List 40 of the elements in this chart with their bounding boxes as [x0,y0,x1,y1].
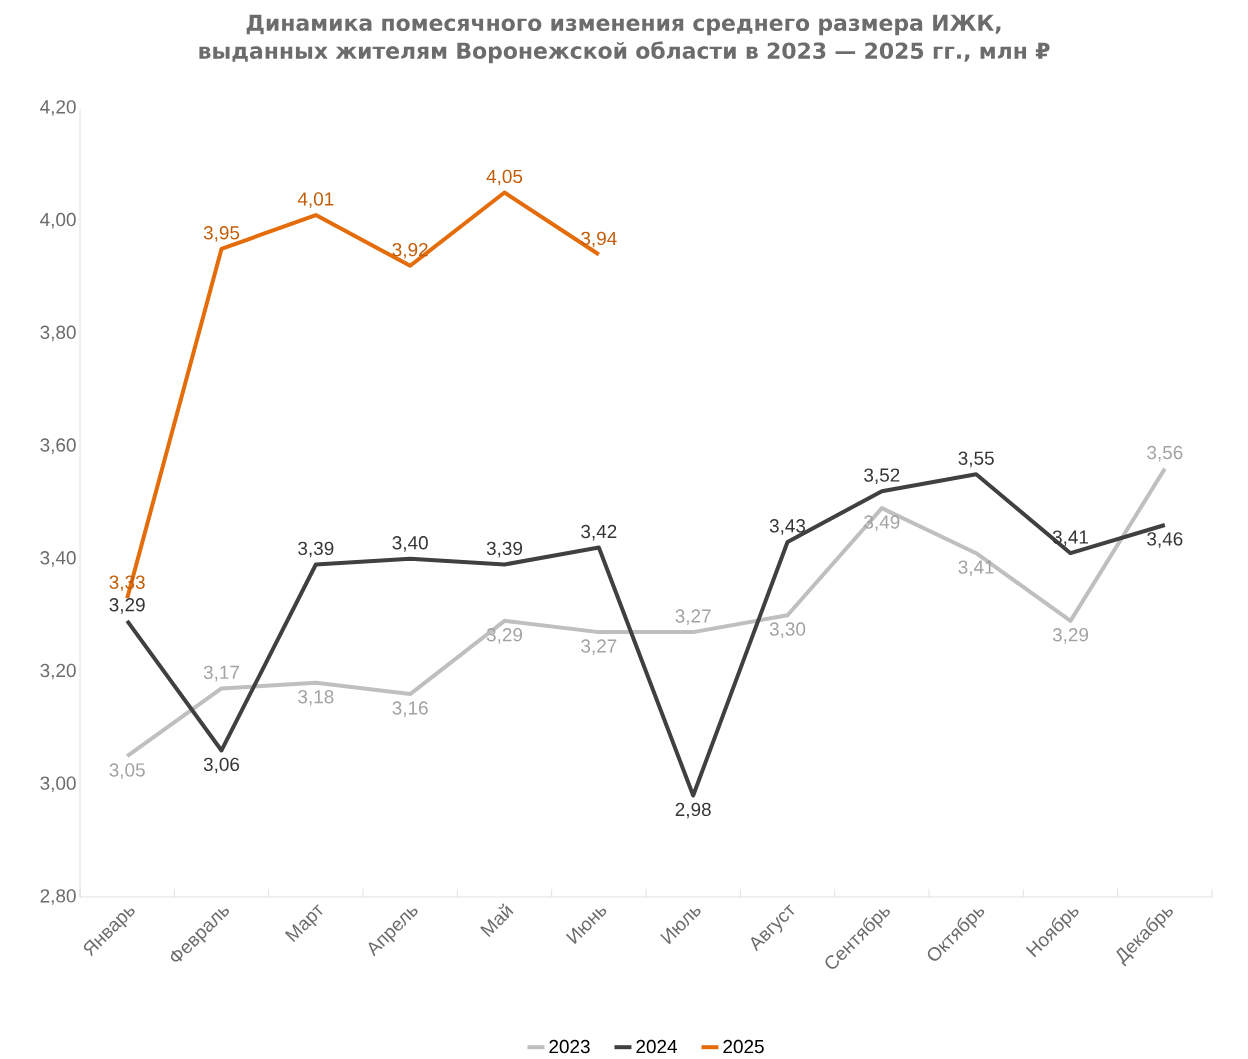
data-label: 3,27 [581,639,617,655]
data-label: 3,40 [392,536,428,552]
data-label: 3,95 [203,226,240,242]
data-label: 3,55 [958,451,994,468]
data-label: 3,18 [298,690,334,706]
data-label: 3,92 [392,242,428,259]
data-label: 2,98 [675,802,711,819]
data-label: 3,52 [864,468,900,485]
data-label: 3,94 [581,231,617,248]
y-tick-label: 3,00 [40,776,76,793]
data-label: 3,29 [486,628,523,644]
chart-title: Динамика помесячного изменения среднего размера ИЖК, выданных жителям Воронежской области в 2023 — 2025 гг., млн ₽ [199,14,1050,64]
legend-label: 2023 [549,1039,590,1054]
data-label: 3,29 [109,598,145,614]
data-label: 3,27 [675,609,711,625]
data-label: 3,16 [392,701,428,717]
data-label: 3,43 [769,519,806,535]
y-tick-label: 3,40 [40,551,76,567]
y-tick-label: 3,20 [40,663,76,680]
data-label: 3,05 [109,763,145,779]
data-label: 3,06 [203,757,240,774]
y-tick-label: 2,80 [40,889,76,905]
data-label: 4,05 [486,169,523,186]
data-label: 4,01 [297,192,334,208]
y-tick-label: 4,00 [40,212,76,229]
data-label: 3,29 [1052,628,1089,644]
data-label: 3,56 [1147,445,1183,462]
data-label: 3,39 [298,541,334,558]
data-label: 3,41 [1052,530,1088,547]
y-tick-label: 4,20 [40,100,76,116]
data-label: 3,42 [581,524,617,541]
legend-label: 2024 [636,1039,677,1054]
data-label: 3,17 [203,665,239,682]
data-label: 3,41 [958,560,994,577]
y-tick-label: 3,80 [40,325,76,342]
y-tick-label: 3,60 [40,438,76,454]
data-label: 3,46 [1147,532,1183,548]
data-label: 3,39 [486,541,523,558]
legend-label: 2025 [723,1039,764,1054]
data-label: 3,30 [769,622,806,639]
